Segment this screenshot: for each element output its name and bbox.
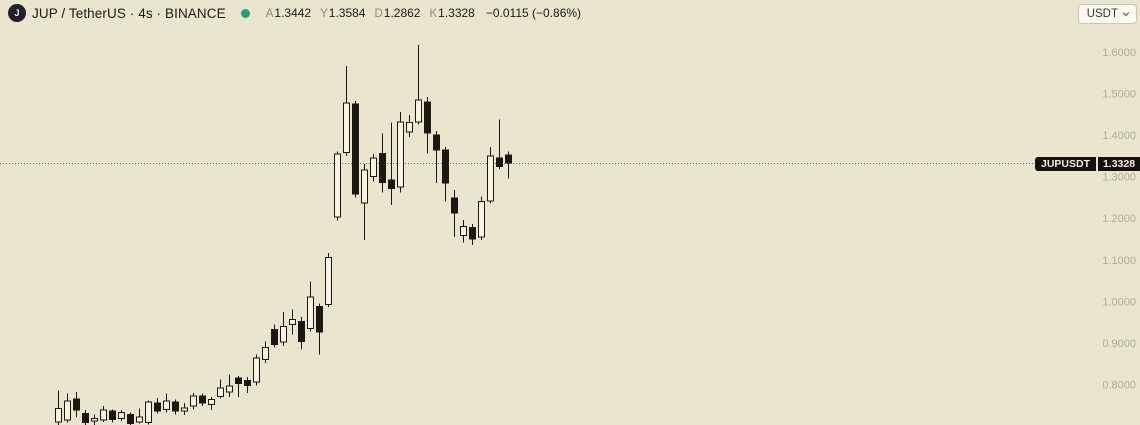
ohlc-values: A1.3442 Y1.3584 D1.2862 K1.3328 −0.0115 … <box>266 6 581 20</box>
last-price-symbol: JUPUSDT <box>1034 156 1096 171</box>
chart-legend: J JUP / TetherUS · 4s · BINANCE A1.3442 … <box>8 4 581 22</box>
last-price-value: 1.3328 <box>1098 156 1140 171</box>
price-axis-tick: 1.0000 <box>1102 296 1136 308</box>
chevron-down-icon <box>1122 10 1130 18</box>
high-value: Y1.3584 <box>320 6 366 20</box>
price-axis-tick: 1.5000 <box>1102 89 1136 101</box>
open-value: A1.3442 <box>265 6 312 20</box>
market-status-dot <box>240 8 250 18</box>
price-axis-ticks: 1.6000 1.5000 1.4000 1.3000 1.2000 1.1000 1.00… <box>1102 47 1136 391</box>
price-axis-tick: 1.6000 <box>1102 47 1136 59</box>
price-axis-tick: 1.2000 <box>1102 213 1136 225</box>
currency-toggle-button[interactable]: USDT <box>1077 4 1137 24</box>
change-value: −0.0115 (−0.86%) <box>485 6 582 20</box>
price-axis-tick: 1.3000 <box>1102 172 1136 184</box>
symbol-logo: J <box>8 4 26 22</box>
symbol-title[interactable]: JUP / TetherUS · 4s · BINANCE <box>32 5 226 21</box>
price-axis-tick: 1.4000 <box>1102 130 1136 142</box>
price-axis-tick: 1.1000 <box>1102 255 1136 267</box>
price-axis-tick: 0.9000 <box>1102 338 1136 350</box>
price-axis[interactable] <box>1048 25 1140 425</box>
last-price-label: JUPUSDT 1.3328 <box>1034 156 1140 171</box>
low-value: D1.2862 <box>374 6 421 20</box>
candles <box>55 44 512 425</box>
currency-label: USDT <box>1086 8 1118 20</box>
close-value: K1.3328 <box>429 6 475 20</box>
price-axis-tick: 0.8000 <box>1102 379 1136 391</box>
